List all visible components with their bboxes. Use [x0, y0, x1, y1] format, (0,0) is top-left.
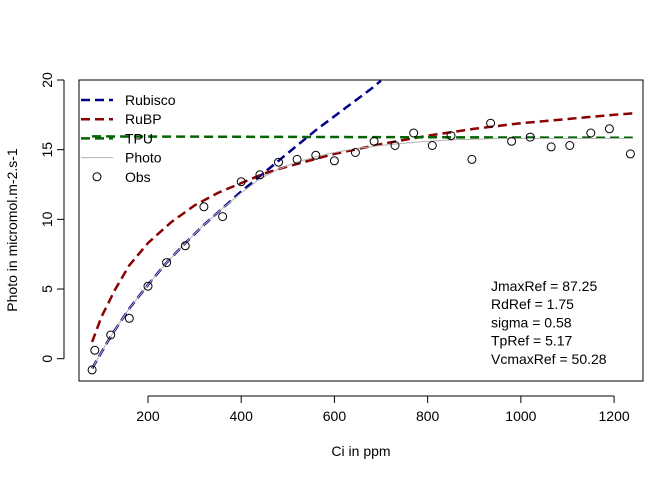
y-tick-label: 10	[39, 211, 55, 227]
obs-point	[507, 136, 517, 146]
annotation-text: sigma = 0.58	[491, 314, 572, 330]
obs-point	[218, 212, 228, 222]
legend-item-rubp: RuBP	[81, 111, 162, 127]
obs-point	[409, 128, 419, 138]
x-axis-label: Ci in ppm	[331, 443, 390, 459]
y-tick-label: 5	[39, 285, 55, 293]
legend-label-rubp: RuBP	[125, 111, 162, 127]
legend-item-rubisco: Rubisco	[81, 92, 176, 108]
obs-point	[427, 141, 437, 150]
annotation-text: TpRef = 5.17	[491, 333, 573, 349]
obs-point	[446, 131, 456, 141]
obs-point	[143, 281, 153, 291]
obs-point	[586, 128, 596, 138]
legend-label-obs: Obs	[125, 169, 151, 185]
x-tick-label: 1200	[599, 408, 630, 424]
obs-point	[106, 330, 116, 340]
obs-point	[604, 124, 614, 134]
obs-point	[124, 313, 134, 323]
y-axis-label: Photo in micromol.m-2.s-1	[4, 148, 20, 312]
y-tick-label: 15	[39, 142, 55, 158]
series-layer	[87, 80, 635, 375]
obs-series	[87, 118, 635, 375]
legend-item-photo: Photo	[81, 150, 162, 166]
obs-point	[369, 136, 379, 146]
legend-label-tpu: TPU	[125, 130, 153, 146]
x-tick-label: 200	[136, 408, 160, 424]
x-tick-label: 1000	[505, 408, 536, 424]
obs-point	[390, 141, 400, 150]
tpu-line	[92, 135, 633, 140]
annotation-text: VcmaxRef = 50.28	[491, 351, 607, 367]
y-tick-label: 0	[39, 355, 55, 363]
obs-point	[236, 177, 246, 187]
obs-point	[199, 202, 209, 212]
obs-point	[625, 149, 635, 159]
obs-point	[350, 148, 360, 157]
obs-point	[255, 170, 265, 180]
x-axis: 200 400 600 800 1000 1200	[136, 395, 630, 424]
obs-point	[467, 154, 477, 164]
obs-point	[546, 142, 556, 152]
x-tick-label: 800	[416, 408, 440, 424]
photo-line	[91, 138, 633, 369]
plot-area	[78, 79, 644, 382]
legend-item-obs: Obs	[92, 169, 151, 185]
x-tick-label: 400	[230, 408, 254, 424]
annotation-text: RdRef = 1.75	[491, 296, 574, 312]
legend-item-tpu: TPU	[81, 130, 153, 146]
obs-point	[90, 345, 100, 355]
obs-point	[162, 258, 172, 268]
obs-point	[311, 150, 321, 160]
legend: Rubisco RuBP TPU Photo Obs	[81, 92, 176, 185]
obs-point	[329, 156, 339, 166]
obs-point	[486, 118, 496, 128]
annotation-text: JmaxRef = 87.25	[491, 278, 597, 294]
legend-key-obs	[92, 172, 102, 182]
obs-point	[565, 141, 575, 150]
obs-point	[180, 241, 190, 251]
rubp-line	[90, 112, 633, 343]
obs-point	[525, 132, 535, 142]
y-axis: 0 5 10 15 20	[39, 72, 65, 363]
obs-point	[292, 154, 302, 164]
x-tick-label: 600	[323, 408, 347, 424]
plot-frame	[78, 79, 644, 382]
legend-label-rubisco: Rubisco	[125, 92, 176, 108]
legend-label-photo: Photo	[125, 150, 162, 166]
y-tick-label: 20	[39, 72, 55, 88]
parameter-annotations: JmaxRef = 87.25 RdRef = 1.75 sigma = 0.58 T…	[491, 278, 607, 367]
obs-point	[87, 365, 97, 375]
obs-point	[274, 157, 283, 167]
